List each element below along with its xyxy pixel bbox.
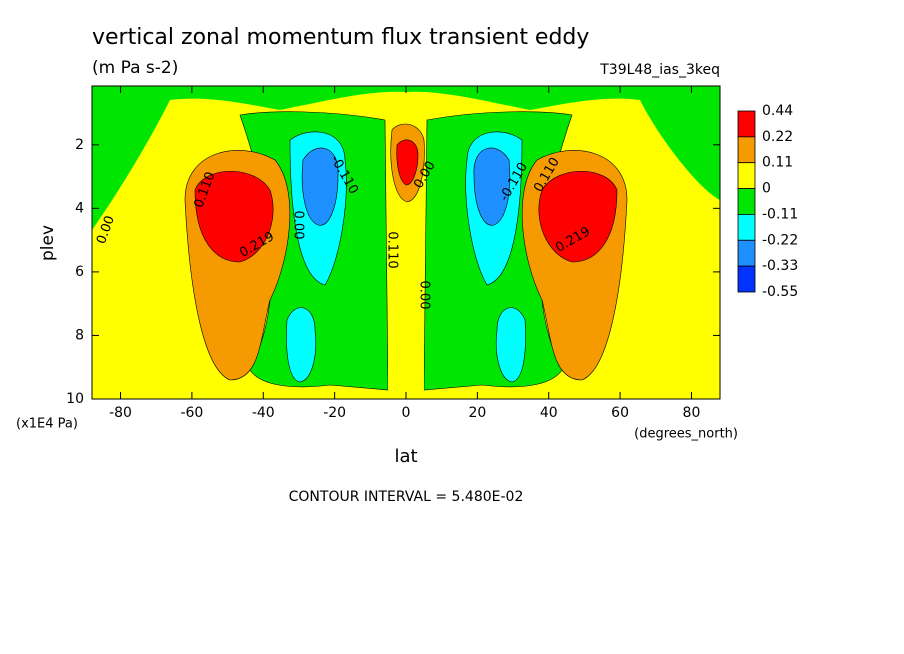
x-tick-label: 20: [468, 405, 486, 421]
contour-fill: [194, 171, 274, 263]
dataset-label: T39L48_ias_3keq: [599, 62, 720, 78]
colorbar-label: 0.44: [762, 103, 793, 119]
x-axis-label: lat: [394, 446, 417, 467]
colorbar-label: -0.11: [762, 206, 798, 222]
y-axis-units: (x1E4 Pa): [16, 417, 78, 432]
chart-subtitle: (m Pa s-2): [92, 58, 178, 78]
colorbar-label: 0.11: [762, 155, 793, 171]
colorbar-swatch: [737, 265, 756, 293]
contour-label: 0.00: [417, 281, 432, 310]
colorbar-label: -0.55: [762, 284, 798, 300]
contour-label: 0.110: [385, 231, 400, 268]
x-tick-label: 60: [611, 405, 629, 421]
colorbar-swatch: [737, 162, 756, 189]
contour-label: 0.00: [291, 211, 306, 240]
colorbar-swatch: [737, 110, 756, 138]
colorbar-label: -0.33: [762, 258, 798, 274]
contour-fill: [538, 171, 618, 263]
y-tick-label: 6: [75, 264, 84, 280]
footer-note: CONTOUR INTERVAL = 5.480E-02: [289, 489, 524, 505]
colorbar-label: -0.22: [762, 232, 798, 248]
contour-fill: [301, 147, 339, 226]
y-axis-label: plev: [38, 225, 58, 261]
x-tick-label: -40: [252, 405, 275, 421]
y-tick-label: 2: [75, 137, 84, 153]
y-tick-label: 4: [75, 200, 84, 216]
x-axis-units: (degrees_north): [634, 427, 738, 442]
x-tick-label: -60: [180, 405, 203, 421]
colorbar-swatch: [737, 188, 756, 215]
x-tick-label: 40: [540, 405, 558, 421]
chart-title: vertical zonal momentum flux transient e…: [92, 25, 589, 50]
plot-area: [92, 86, 720, 399]
colorbar-label: 0: [762, 181, 771, 197]
colorbar-swatch: [737, 239, 756, 267]
y-tick-label: 8: [75, 327, 84, 343]
x-tick-label: -80: [109, 405, 132, 421]
contour-fill: [473, 147, 511, 226]
contour-fill: [396, 139, 419, 186]
contour-fill: [495, 307, 526, 383]
colorbar-swatch: [737, 214, 756, 241]
x-tick-label: 80: [683, 405, 701, 421]
colorbar-label: 0.22: [762, 129, 793, 145]
y-tick-label: 10: [66, 391, 84, 407]
contour-fill: [286, 307, 317, 383]
contour-fill: [92, 86, 720, 230]
colorbar-swatch: [737, 136, 756, 164]
x-tick-label: 0: [402, 405, 411, 421]
x-tick-label: -20: [323, 405, 346, 421]
